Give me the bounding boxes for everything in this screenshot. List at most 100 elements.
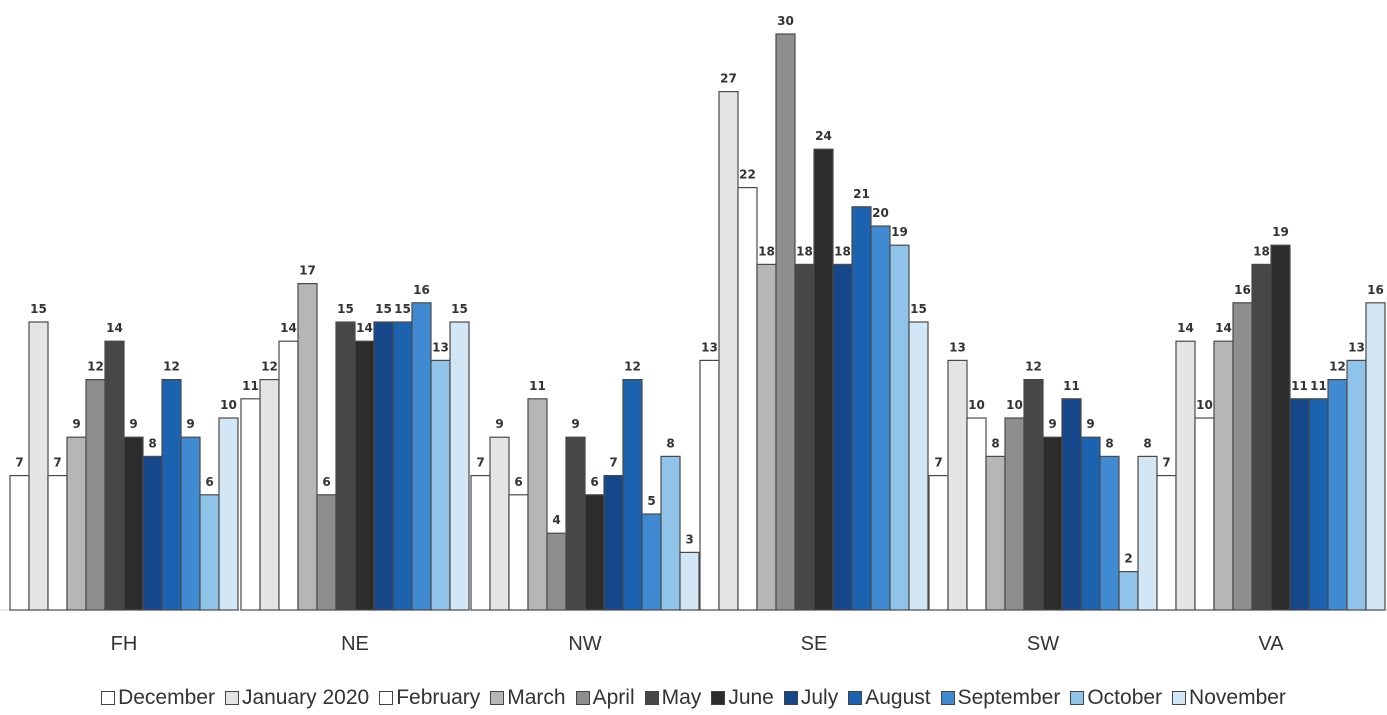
bar-nw-july <box>603 475 624 611</box>
legend-label: November <box>1189 686 1286 709</box>
bar-sw-january-2020 <box>947 359 968 611</box>
data-label: 16 <box>413 283 430 297</box>
bar-va-june <box>1270 244 1291 611</box>
legend-item: February <box>379 686 480 710</box>
data-label: 6 <box>514 475 522 489</box>
legend-label: September <box>957 686 1061 709</box>
data-label: 10 <box>968 398 985 412</box>
data-label: 10 <box>1006 398 1023 412</box>
bar-fh-october <box>199 494 220 611</box>
bar-ne-may <box>335 321 356 611</box>
data-label: 18 <box>1253 244 1270 258</box>
legend-item: November <box>1172 686 1286 710</box>
bar-fh-january-2020 <box>28 321 49 611</box>
bar-va-august <box>1308 398 1329 611</box>
bar-nw-august <box>622 379 643 611</box>
bar-nw-january-2020 <box>489 436 510 611</box>
legend-label: October <box>1087 686 1163 709</box>
legend-item: August <box>848 686 931 710</box>
bar-fh-august <box>161 379 182 611</box>
data-label: 12 <box>261 360 278 374</box>
data-label: 18 <box>796 244 813 258</box>
data-label: 17 <box>299 264 316 278</box>
legend-label: May <box>661 686 702 709</box>
data-label: 2 <box>1124 552 1132 566</box>
data-label: 6 <box>322 475 330 489</box>
bar-fh-march <box>66 436 87 611</box>
legend-swatch-icon <box>940 691 955 705</box>
category-label-ne: NE <box>341 633 369 655</box>
bar-se-august <box>851 206 872 611</box>
data-label: 22 <box>739 168 756 182</box>
data-label: 7 <box>1162 456 1170 470</box>
data-label: 3 <box>685 532 693 546</box>
data-label: 6 <box>205 475 213 489</box>
legend-label: August <box>865 686 931 709</box>
bar-ne-november <box>449 321 470 611</box>
data-label: 6 <box>590 475 598 489</box>
data-label: 15 <box>910 302 927 316</box>
bar-nw-april <box>546 532 567 611</box>
bar-ne-february <box>278 340 299 611</box>
legend-label: April <box>592 686 635 709</box>
bar-va-october <box>1346 359 1367 611</box>
bar-va-may <box>1251 263 1272 611</box>
legend-item: October <box>1070 686 1162 710</box>
bar-ne-april <box>316 494 337 611</box>
data-label: 8 <box>991 436 999 450</box>
bar-sw-june <box>1042 436 1063 611</box>
bar-nw-december <box>470 475 491 611</box>
bar-nw-october <box>660 455 681 611</box>
category-label-va: VA <box>1258 633 1284 655</box>
data-label: 18 <box>834 244 851 258</box>
data-label: 9 <box>1048 417 1056 431</box>
bar-se-july <box>832 263 853 611</box>
bar-sw-february <box>966 417 987 611</box>
bar-sw-october <box>1118 570 1139 611</box>
legend-swatch-icon <box>848 691 863 705</box>
bar-ne-september <box>411 302 432 611</box>
bar-va-march <box>1213 340 1234 611</box>
data-label: 9 <box>495 417 503 431</box>
bar-va-september <box>1327 379 1348 611</box>
data-label: 9 <box>571 417 579 431</box>
bar-sw-april <box>1004 417 1025 611</box>
data-label: 8 <box>148 436 156 450</box>
data-label: 20 <box>872 206 889 220</box>
data-label: 13 <box>949 340 966 354</box>
bar-se-june <box>813 148 834 611</box>
data-label: 7 <box>53 456 61 470</box>
data-label: 10 <box>220 398 237 412</box>
bar-sw-september <box>1099 455 1120 611</box>
data-label: 18 <box>758 244 775 258</box>
data-label: 7 <box>476 456 484 470</box>
bar-fh-september <box>180 436 201 611</box>
category-label-sw: SW <box>1027 633 1059 655</box>
data-label: 12 <box>163 360 180 374</box>
data-label: 15 <box>394 302 411 316</box>
category-label-fh: FH <box>111 633 138 655</box>
data-label: 9 <box>72 417 80 431</box>
data-label: 16 <box>1367 283 1384 297</box>
legend-label: June <box>728 686 774 709</box>
legend-label: March <box>507 686 566 709</box>
data-label: 15 <box>337 302 354 316</box>
bar-fh-december <box>9 475 30 611</box>
bar-nw-november <box>679 551 700 611</box>
data-label: 8 <box>1105 436 1113 450</box>
legend-item: July <box>783 686 838 710</box>
data-label: 15 <box>375 302 392 316</box>
bar-nw-may <box>565 436 586 611</box>
data-label: 13 <box>701 340 718 354</box>
legend-swatch-icon <box>379 691 394 705</box>
legend-swatch-icon <box>575 691 590 705</box>
bar-sw-august <box>1080 436 1101 611</box>
data-label: 11 <box>1310 379 1327 393</box>
bar-fh-july <box>142 455 163 611</box>
bar-fh-april <box>85 379 106 611</box>
data-label: 30 <box>777 14 794 28</box>
bar-sw-july <box>1061 398 1082 611</box>
legend-item: December <box>101 686 215 710</box>
data-label: 8 <box>666 436 674 450</box>
data-label: 11 <box>1291 379 1308 393</box>
